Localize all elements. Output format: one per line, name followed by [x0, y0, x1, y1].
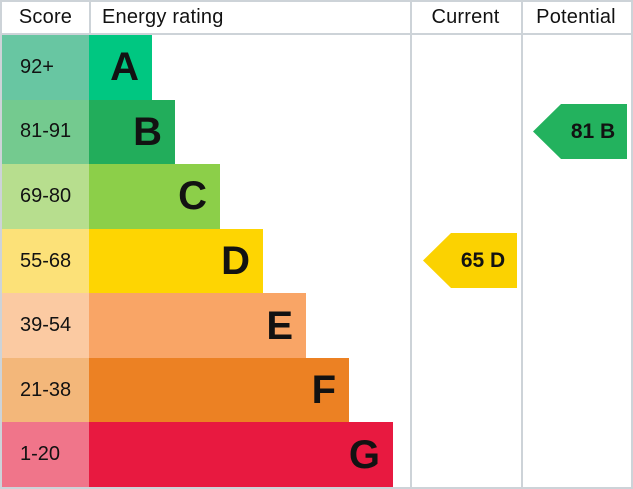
band-score-range: 92+: [2, 35, 89, 100]
band-letter: C: [178, 174, 207, 219]
band-score-range: 21-38: [2, 357, 89, 423]
potential-rating-label: 81 B: [570, 119, 616, 143]
band-letter: D: [221, 239, 250, 284]
energy-rating-column-header: Energy rating: [102, 6, 224, 28]
potential-column-divider: [521, 2, 523, 487]
band-bar: A: [89, 35, 152, 100]
band-letter: F: [311, 368, 336, 413]
band-letter: G: [348, 432, 380, 477]
band-bar: E: [89, 293, 306, 358]
band-score-range: 1-20: [2, 422, 89, 487]
band-score-range: 81-91: [2, 99, 89, 165]
band-score-range: 39-54: [2, 293, 89, 358]
band-row: 92+ A: [2, 35, 631, 100]
band-row: 55-68 D: [2, 228, 631, 294]
score-rating-header-divider: [89, 2, 91, 35]
band-row: 69-80 C: [2, 164, 631, 229]
band-row: 81-91 B: [2, 99, 631, 165]
current-column-divider: [410, 2, 412, 487]
band-bar: D: [89, 228, 263, 294]
score-column-header: Score: [18, 6, 73, 28]
current-column-header: Current: [431, 6, 500, 28]
band-letter: A: [110, 45, 139, 90]
potential-column-header: Potential: [536, 6, 616, 28]
band-bar: F: [89, 357, 349, 423]
current-rating-label: 65 D: [460, 248, 506, 272]
band-row: 39-54 E: [2, 293, 631, 358]
band-bar: G: [89, 422, 393, 487]
band-bar: B: [89, 99, 175, 165]
band-bar: C: [89, 164, 220, 229]
band-rows: 92+ A 81-91 B 69-80 C 55-68 D 39-54 E 21…: [2, 35, 631, 487]
band-letter: B: [133, 109, 162, 154]
band-row: 1-20 G: [2, 422, 631, 487]
chart-header: Score Energy rating Current Potential: [2, 2, 631, 35]
band-score-range: 55-68: [2, 228, 89, 294]
band-letter: E: [266, 303, 293, 348]
band-row: 21-38 F: [2, 357, 631, 423]
band-score-range: 69-80: [2, 164, 89, 229]
